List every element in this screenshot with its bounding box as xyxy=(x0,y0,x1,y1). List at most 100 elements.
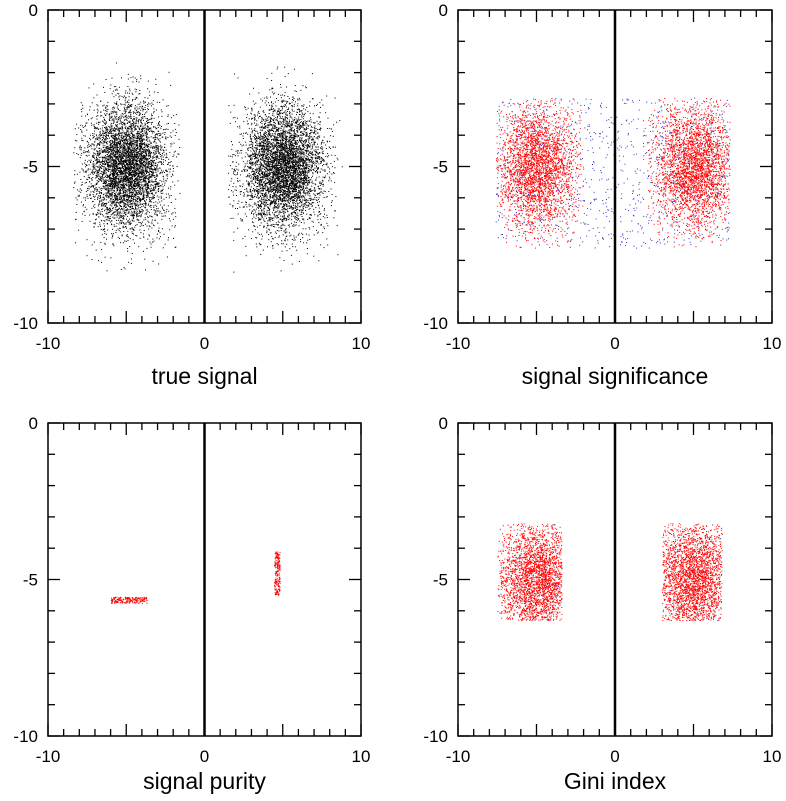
scatter-point xyxy=(129,162,130,164)
scatter-point xyxy=(165,157,167,159)
scatter-point xyxy=(137,111,139,113)
scatter-point xyxy=(160,195,162,197)
scatter-point xyxy=(139,106,141,108)
scatter-point xyxy=(169,135,171,137)
scatter-point xyxy=(115,147,117,148)
scatter-point xyxy=(140,136,141,138)
scatter-point xyxy=(104,158,106,160)
scatter-point xyxy=(106,151,108,153)
scatter-point xyxy=(136,216,138,218)
scatter-point xyxy=(133,186,135,188)
scatter-point xyxy=(147,97,149,99)
scatter-point xyxy=(103,196,105,198)
scatter-point xyxy=(97,160,99,162)
scatter-point xyxy=(96,158,98,160)
scatter-point xyxy=(126,194,128,196)
scatter-point xyxy=(137,184,139,186)
scatter-point xyxy=(119,189,121,191)
scatter-point xyxy=(106,167,108,169)
scatter-point xyxy=(110,124,112,126)
scatter-point xyxy=(111,237,113,239)
scatter-point xyxy=(136,190,138,192)
scatter-point xyxy=(120,179,122,181)
scatter-point xyxy=(162,207,163,209)
scatter-point xyxy=(178,138,180,140)
scatter-point xyxy=(80,184,82,186)
scatter-point xyxy=(130,104,132,106)
scatter-point xyxy=(140,193,142,194)
scatter-point xyxy=(98,161,100,163)
scatter-point xyxy=(121,164,123,166)
scatter-point xyxy=(111,111,113,113)
scatter-point xyxy=(135,135,137,137)
scatter-point xyxy=(111,199,113,201)
scatter-point xyxy=(145,180,147,182)
scatter-point xyxy=(143,184,145,186)
scatter-point xyxy=(148,195,149,197)
scatter-point xyxy=(119,199,120,200)
scatter-point xyxy=(144,113,146,115)
scatter-point xyxy=(141,154,142,156)
scatter-point xyxy=(114,118,116,120)
scatter-point xyxy=(110,150,112,152)
scatter-point xyxy=(141,140,143,142)
scatter-point xyxy=(91,124,93,126)
scatter-point xyxy=(150,243,152,245)
scatter-point xyxy=(132,181,134,183)
scatter-point xyxy=(105,135,107,137)
scatter-point xyxy=(153,181,155,183)
scatter-point xyxy=(140,182,142,184)
scatter-point xyxy=(138,157,139,159)
scatter-point xyxy=(116,157,117,159)
scatter-point xyxy=(154,183,156,185)
scatter-point xyxy=(160,185,162,187)
scatter-point xyxy=(147,159,149,161)
scatter-point xyxy=(116,115,118,117)
scatter-point xyxy=(114,172,116,174)
scatter-point xyxy=(154,169,156,171)
scatter-point xyxy=(136,198,138,199)
scatter-point xyxy=(138,246,140,248)
scatter-point xyxy=(132,203,134,205)
scatter-point xyxy=(105,183,107,185)
scatter-point xyxy=(118,129,120,131)
scatter-point xyxy=(145,209,147,211)
scatter-point xyxy=(98,137,100,139)
scatter-point xyxy=(135,184,137,186)
scatter-point xyxy=(140,151,142,153)
scatter-point xyxy=(121,132,123,134)
scatter-point xyxy=(117,211,119,213)
scatter-point xyxy=(102,215,104,217)
scatter-point xyxy=(122,115,124,117)
scatter-point xyxy=(113,142,115,144)
scatter-point xyxy=(129,196,131,198)
scatter-point xyxy=(103,171,105,173)
scatter-point xyxy=(114,140,116,142)
scatter-point xyxy=(100,177,101,179)
scatter-point xyxy=(147,188,148,190)
scatter-point xyxy=(133,143,135,145)
scatter-point xyxy=(140,169,142,171)
scatter-point xyxy=(140,192,142,194)
scatter-point xyxy=(105,170,107,172)
scatter-point xyxy=(128,146,130,148)
scatter-point xyxy=(107,229,109,231)
scatter-point xyxy=(127,122,129,124)
scatter-point xyxy=(116,201,118,203)
scatter-point xyxy=(120,162,122,164)
scatter-point xyxy=(92,133,94,135)
scatter-point xyxy=(107,190,109,192)
scatter-point xyxy=(108,159,110,161)
scatter-point xyxy=(107,170,109,172)
scatter-point xyxy=(138,190,140,192)
scatter-point xyxy=(130,143,132,145)
scatter-point xyxy=(138,184,140,186)
scatter-point xyxy=(156,173,158,175)
scatter-point xyxy=(123,123,125,125)
scatter-point xyxy=(131,196,132,198)
scatter-point xyxy=(122,158,124,159)
scatter-point xyxy=(170,186,172,188)
scatter-point xyxy=(114,210,116,212)
scatter-point xyxy=(151,171,152,173)
scatter-point xyxy=(124,148,126,150)
